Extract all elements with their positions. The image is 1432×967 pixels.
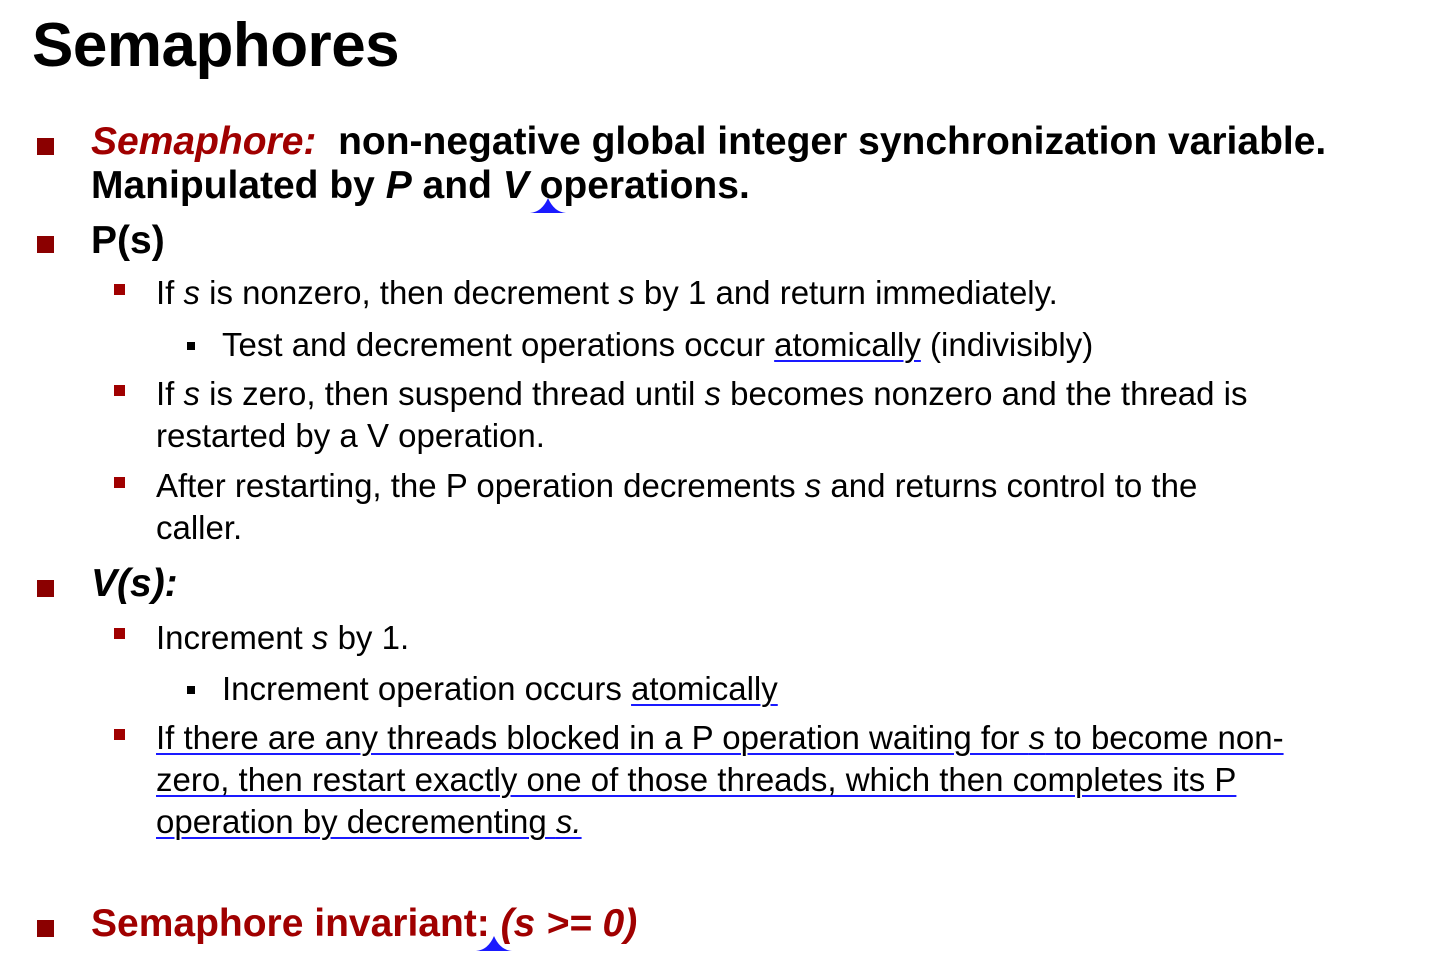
p-atomic-subitem: Test and decrement operations occur atom… [222,326,1094,363]
bullet-square-icon [114,284,125,295]
bullet-square-icon [114,729,125,740]
semaphore-term: Semaphore: [91,120,317,163]
p-nonzero-item: If s is nonzero, then decrement s by 1 a… [156,274,1058,311]
slide-title: Semaphores [32,11,400,80]
v-restart-item-line3: operation by decrementing s. [156,803,582,840]
semaphore-definition-line2: Manipulated by P and V operations. [91,164,750,207]
revision-caret-icon [476,936,512,951]
revision-caret-icon [530,198,566,213]
p-restart-item-line2: caller. [156,509,243,546]
p-zero-item: If s is zero, then suspend thread until … [156,375,1248,412]
semaphore-def-text: non-negative global integer synchronizat… [338,120,1327,163]
bullet-square-icon [37,236,54,253]
bullet-square-icon [37,138,54,155]
bullet-square-icon [37,580,54,597]
v-increment-item: Increment s by 1. [156,619,410,656]
p-restart-item: After restarting, the P operation decrem… [156,467,1198,504]
bullet-square-icon [114,385,125,396]
p-operation-label: P(s) [91,219,165,262]
semaphore-invariant: Semaphore invariant: (s >= 0) [91,902,638,945]
v-restart-item: If there are any threads blocked in a P … [156,719,1284,756]
v-atomic-subitem: Increment operation occurs atomically [222,670,778,707]
bullet-square-icon [37,920,54,937]
bullet-square-icon [114,628,125,639]
bullet-square-icon [187,342,195,350]
v-operation-label: V(s): [91,562,178,605]
semaphore-definition: Semaphore: non-negative global integer s… [91,120,1326,164]
bullet-square-icon [187,686,195,694]
p-zero-item-line2: restarted by a V operation. [156,417,545,454]
bullet-square-icon [114,477,125,488]
v-restart-item-line2: zero, then restart exactly one of those … [156,761,1237,798]
